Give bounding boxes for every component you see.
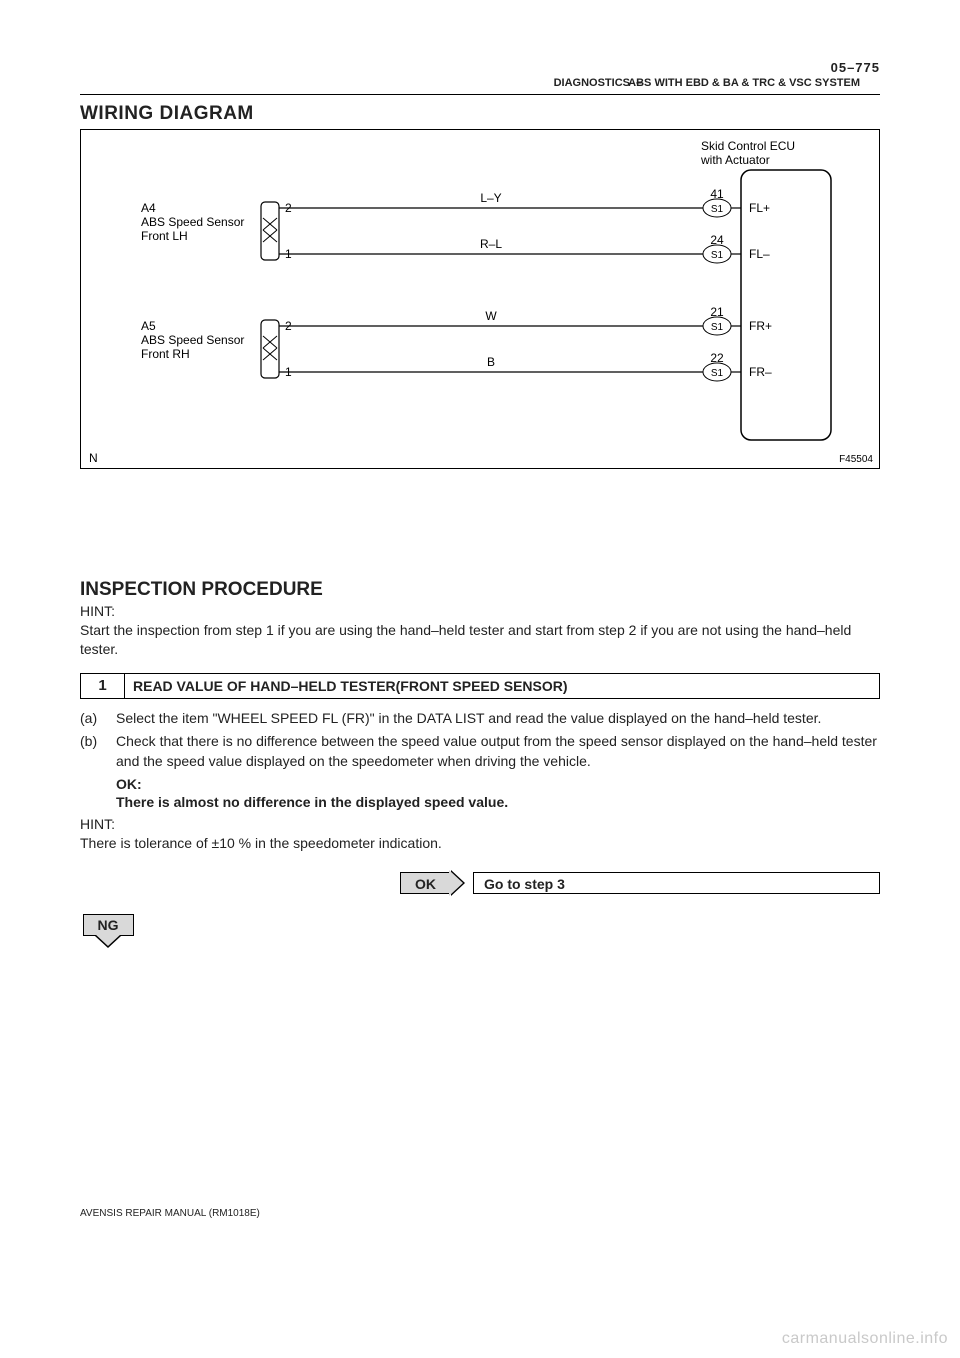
- ecu-label2: with Actuator: [700, 153, 770, 167]
- goto-step-box: Go to step 3: [473, 872, 880, 894]
- hint-label-2: HINT:: [80, 816, 880, 832]
- watermark: carmanualsonline.info: [782, 1330, 948, 1348]
- fl-side: Front LH: [141, 229, 188, 243]
- fl-name: ABS Speed Sensor: [141, 215, 244, 229]
- breadcrumb-right: ABS WITH EBD & BA & TRC & VSC SYSTEM: [628, 77, 860, 89]
- footer-text: AVENSIS REPAIR MANUAL (RM1018E): [80, 1208, 880, 1219]
- sensor-fl: 2 1 A4 ABS Speed Sensor Front LH: [141, 201, 292, 261]
- intro-text: Start the inspection from step 1 if you …: [80, 621, 880, 659]
- ok-label: OK:: [116, 776, 880, 792]
- wire-fl-plus-color: L–Y: [480, 191, 501, 205]
- step-1a-text: Select the item "WHEEL SPEED FL (FR)" in…: [116, 709, 880, 729]
- wire-fl-plus-conn: S1: [711, 204, 724, 215]
- wiring-diagram-frame: Skid Control ECU with Actuator 2 1 A4 AB…: [80, 129, 880, 469]
- wire-fl-minus-color: R–L: [480, 237, 502, 251]
- step-1a-label: (a): [80, 709, 116, 729]
- header-rule: DIAGNOSTICS – ABS WITH EBD & BA & TRC & …: [80, 77, 880, 95]
- step-1-bar: 1 READ VALUE OF HAND–HELD TESTER(FRONT S…: [80, 673, 880, 699]
- diagram-fig-id: F45504: [839, 454, 873, 465]
- wire-fr-minus-conn: S1: [711, 368, 724, 379]
- ng-arrow-fill-icon: [95, 934, 121, 946]
- page-content: 05–775 DIAGNOSTICS – ABS WITH EBD & BA &…: [80, 60, 880, 1219]
- diagram-corner-n: N: [89, 451, 98, 465]
- wire-fr-minus-color: B: [487, 355, 495, 369]
- inspection-procedure-title: INSPECTION PROCEDURE: [80, 579, 880, 601]
- step-1b-text: Check that there is no difference betwee…: [116, 732, 880, 771]
- fr-name: ABS Speed Sensor: [141, 333, 244, 347]
- wire-fr-minus-signal: FR–: [749, 365, 772, 379]
- sensor-fr: 2 1 A5 ABS Speed Sensor Front RH: [141, 319, 292, 379]
- step-1-num: 1: [81, 674, 125, 698]
- ng-branch: NG: [80, 914, 136, 948]
- wire-fl-plus-signal: FL+: [749, 201, 770, 215]
- page-number: 05–775: [80, 60, 880, 75]
- wiring-diagram-svg: Skid Control ECU with Actuator 2 1 A4 AB…: [81, 130, 881, 470]
- hint-label-1: HINT:: [80, 603, 880, 619]
- fr-side: Front RH: [141, 347, 190, 361]
- ok-badge-wrap: OK: [400, 870, 465, 896]
- step-1a: (a) Select the item "WHEEL SPEED FL (FR)…: [80, 709, 880, 729]
- fr-id: A5: [141, 319, 156, 333]
- step-1-title: READ VALUE OF HAND–HELD TESTER(FRONT SPE…: [125, 674, 879, 698]
- step-1b: (b) Check that there is no difference be…: [80, 732, 880, 771]
- ok-arrow-fill-icon: [449, 870, 463, 896]
- fl-id: A4: [141, 201, 156, 215]
- tolerance-text: There is tolerance of ±10 % in the speed…: [80, 834, 880, 853]
- wire-fr-plus-conn: S1: [711, 322, 724, 333]
- ng-badge: NG: [83, 914, 134, 936]
- wiring-diagram-title: WIRING DIAGRAM: [80, 103, 880, 125]
- wire-fr-plus-signal: FR+: [749, 319, 772, 333]
- breadcrumb-left: DIAGNOSTICS: [554, 77, 630, 89]
- wire-fl-minus-conn: S1: [711, 250, 724, 261]
- ok-badge: OK: [400, 872, 451, 894]
- ok-branch-row: OK Go to step 3: [400, 870, 880, 896]
- connectors: L–Y 41 S1 FL+ R–L 24 S1 FL– W 21 S1: [279, 187, 772, 381]
- wire-fr-plus-color: W: [485, 309, 497, 323]
- ok-text: There is almost no difference in the dis…: [116, 794, 880, 810]
- step-1b-label: (b): [80, 732, 116, 771]
- wire-fl-minus-signal: FL–: [749, 247, 770, 261]
- ecu-label1: Skid Control ECU: [701, 139, 795, 153]
